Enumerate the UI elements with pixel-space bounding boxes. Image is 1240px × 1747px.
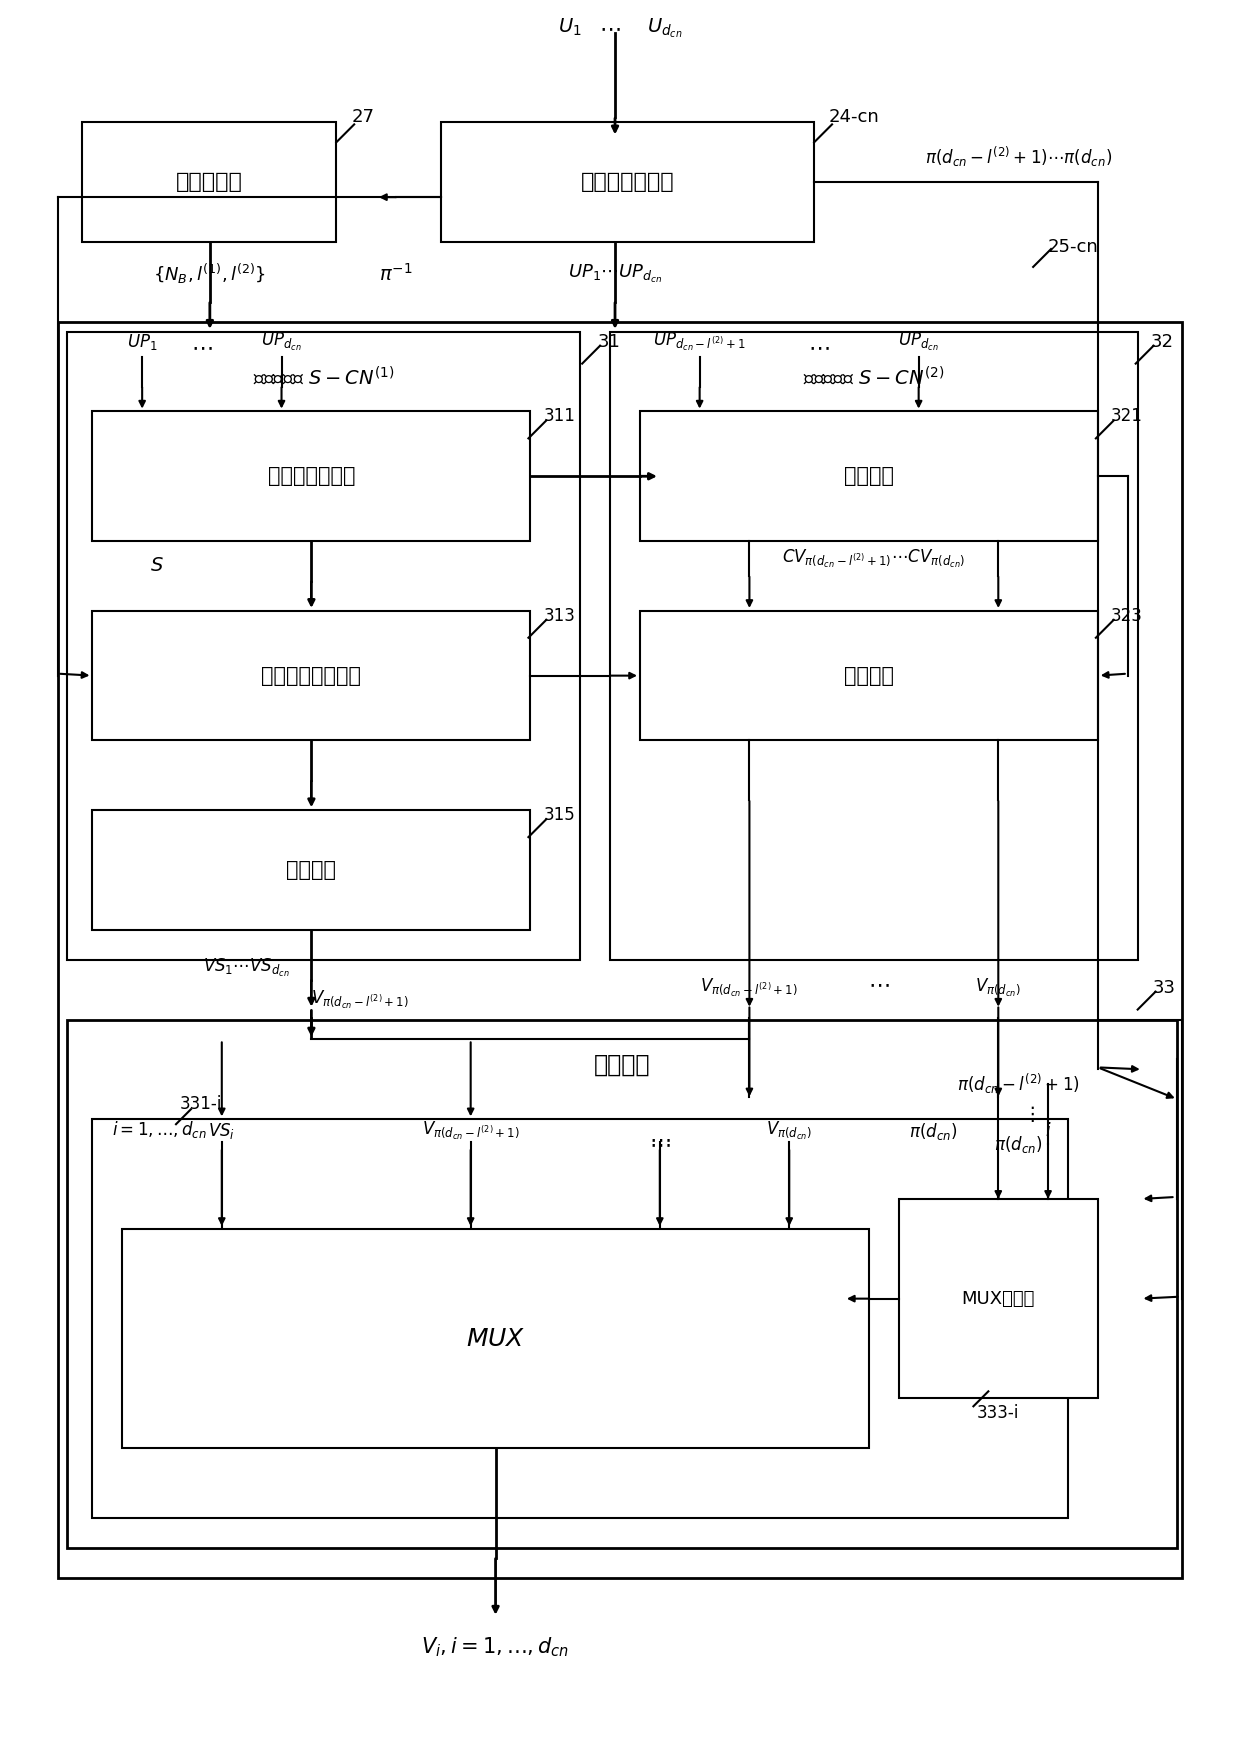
Text: $\pi(d_{cn})$: $\pi(d_{cn})$ (909, 1120, 957, 1143)
Text: 321: 321 (1111, 407, 1143, 426)
Text: $S$: $S$ (150, 557, 164, 575)
Text: $\cdots$: $\cdots$ (599, 17, 621, 38)
Bar (67, 1020, 1178, 1548)
Bar (92, 1120, 1068, 1518)
Text: $UP_1\cdots UP_{d_{cn}}$: $UP_1\cdots UP_{d_{cn}}$ (568, 262, 662, 285)
Text: 25-cn: 25-cn (1048, 238, 1099, 257)
Bar (640, 412, 1097, 542)
Text: 313: 313 (543, 606, 575, 625)
Text: $\pi^{-1}$: $\pi^{-1}$ (379, 264, 413, 285)
Bar (92, 811, 531, 929)
Text: $\cdots$: $\cdots$ (808, 337, 830, 356)
Text: $UP_{d_{cn}}$: $UP_{d_{cn}}$ (262, 330, 301, 353)
Bar (92, 412, 531, 542)
Text: 块划分单元: 块划分单元 (176, 173, 243, 192)
Text: $U_{d_{cn}}$: $U_{d_{cn}}$ (647, 16, 682, 40)
Text: 计算单元: 计算单元 (844, 466, 894, 486)
Text: $\cdots$: $\cdots$ (191, 337, 213, 356)
Text: $VS_1\cdots VS_{d_{cn}}$: $VS_1\cdots VS_{d_{cn}}$ (203, 957, 290, 978)
Text: 33: 33 (1153, 978, 1176, 996)
Text: $UP_{d_{cn}}$: $UP_{d_{cn}}$ (898, 330, 939, 353)
Text: 32: 32 (1151, 332, 1173, 351)
Text: 331-i: 331-i (180, 1095, 222, 1113)
Bar (640, 611, 1097, 741)
Text: $MUX$: $MUX$ (466, 1326, 526, 1350)
Text: 31: 31 (598, 332, 621, 351)
Text: 315: 315 (543, 805, 575, 825)
Text: $\cdots$: $\cdots$ (868, 975, 889, 994)
Text: 校正子计算单元: 校正子计算单元 (268, 466, 355, 486)
Text: 311: 311 (543, 407, 575, 426)
Text: $U_1$: $U_1$ (558, 17, 582, 38)
Text: $V_{\pi(d_{cn}-l^{(2)}+1)}$: $V_{\pi(d_{cn}-l^{(2)}+1)}$ (422, 1120, 520, 1143)
Text: 323: 323 (1111, 606, 1143, 625)
Text: $\pi(d_{cn}-l^{(2)}+1)\cdots\pi(d_{cn})$: $\pi(d_{cn}-l^{(2)}+1)\cdots\pi(d_{cn})$ (925, 145, 1112, 169)
Text: 消息预排序单元: 消息预排序单元 (580, 173, 675, 192)
Text: $UP_1$: $UP_1$ (126, 332, 157, 351)
Text: $\pi(d_{cn})$: $\pi(d_{cn})$ (994, 1134, 1043, 1155)
Text: $i$: $i$ (1045, 1122, 1052, 1141)
Text: 去相关和置换单元: 去相关和置换单元 (262, 666, 361, 685)
Bar (899, 1198, 1097, 1398)
Bar (123, 1228, 869, 1448)
Text: $UP_{d_{cn}-l^{(2)}+1}$: $UP_{d_{cn}-l^{(2)}+1}$ (653, 330, 746, 353)
Text: $i=1,\ldots,d_{cn}$: $i=1,\ldots,d_{cn}$ (113, 1120, 207, 1141)
Text: $\{N_B, l^{(1)}, l^{(2)}\}$: $\{N_B, l^{(1)}, l^{(2)}\}$ (154, 262, 267, 287)
Text: $V_{\pi(d_{cn}-l^{(2)}+1)}$: $V_{\pi(d_{cn}-l^{(2)}+1)}$ (311, 989, 409, 1012)
Bar (92, 611, 531, 741)
Text: 子校验节点 $S-CN^{(2)}$: 子校验节点 $S-CN^{(2)}$ (804, 365, 945, 388)
Text: 选择单元: 选择单元 (286, 860, 336, 880)
Bar (610, 332, 1137, 959)
Text: $\vdots$: $\vdots$ (1022, 1104, 1034, 1125)
Bar (57, 321, 1183, 1578)
Text: $VS_i$: $VS_i$ (208, 1122, 236, 1141)
Text: $\cdots$: $\cdots$ (649, 1129, 671, 1150)
Text: 切换单元: 切换单元 (594, 1052, 651, 1076)
Text: $\cdots$: $\cdots$ (649, 1134, 671, 1155)
Text: 27: 27 (351, 108, 374, 126)
Text: $V_i, i=1,\ldots,d_{cn}$: $V_i, i=1,\ldots,d_{cn}$ (422, 1635, 569, 1660)
Text: 24-cn: 24-cn (830, 108, 880, 126)
Text: $CV_{\pi(d_{cn}-l^{(2)}+1)}\cdots CV_{\pi(d_{cn})}$: $CV_{\pi(d_{cn}-l^{(2)}+1)}\cdots CV_{\p… (782, 549, 966, 570)
Text: $\pi(d_{cn}-l^{(2)}+1)$: $\pi(d_{cn}-l^{(2)}+1)$ (957, 1073, 1080, 1097)
Text: MUX控制器: MUX控制器 (961, 1289, 1035, 1309)
Text: $V_{\pi(d_{cn}-l^{(2)}+1)}$: $V_{\pi(d_{cn}-l^{(2)}+1)}$ (701, 977, 799, 999)
Text: 处理单元: 处理单元 (844, 666, 894, 685)
Text: $V_{\pi(d_{cn})}$: $V_{\pi(d_{cn})}$ (976, 977, 1022, 999)
Bar (82, 122, 336, 243)
Text: 333-i: 333-i (977, 1405, 1019, 1422)
Text: $V_{\pi(d_{cn})}$: $V_{\pi(d_{cn})}$ (766, 1120, 812, 1143)
Bar (440, 122, 815, 243)
Text: 子校验节点 $S-CN^{(1)}$: 子校验节点 $S-CN^{(1)}$ (253, 365, 394, 388)
Bar (67, 332, 580, 959)
